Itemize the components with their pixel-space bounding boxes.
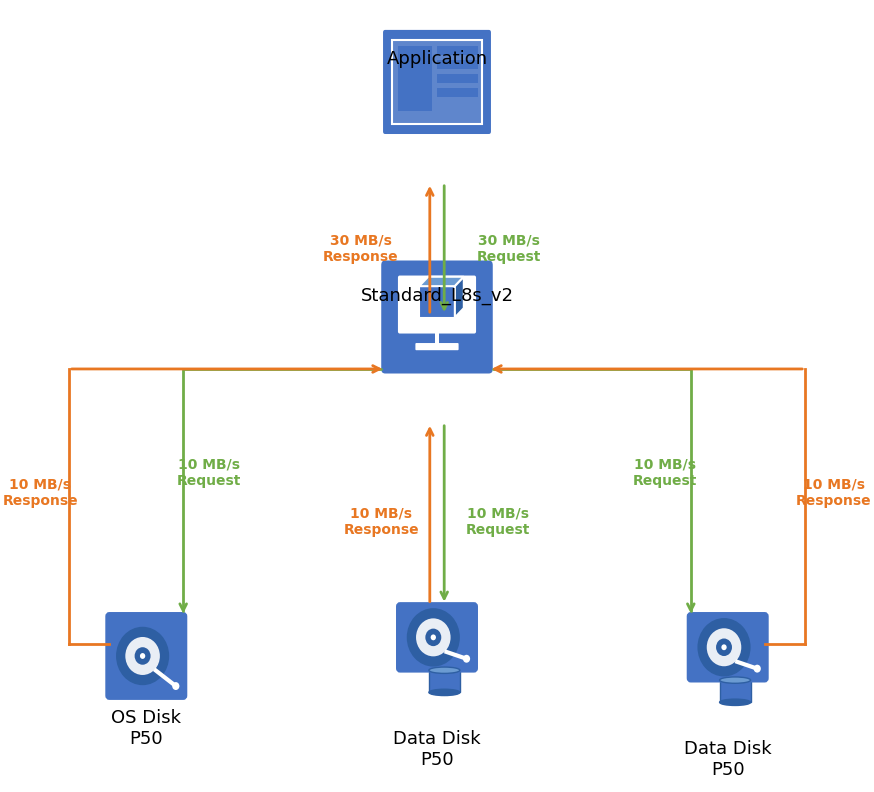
FancyBboxPatch shape xyxy=(437,46,478,55)
Text: Standard_L8s_v2: Standard_L8s_v2 xyxy=(360,287,514,305)
FancyBboxPatch shape xyxy=(380,259,494,375)
Circle shape xyxy=(125,637,160,675)
Polygon shape xyxy=(454,276,464,318)
Text: Data Disk
P50: Data Disk P50 xyxy=(683,740,772,779)
Circle shape xyxy=(463,655,470,663)
Text: Application: Application xyxy=(386,50,488,68)
Text: Data Disk
P50: Data Disk P50 xyxy=(393,730,481,769)
Circle shape xyxy=(135,647,150,664)
Text: 10 MB/s
Response: 10 MB/s Response xyxy=(796,478,871,508)
Text: 10 MB/s
Response: 10 MB/s Response xyxy=(343,507,419,537)
FancyBboxPatch shape xyxy=(398,604,476,671)
FancyBboxPatch shape xyxy=(719,680,751,703)
Circle shape xyxy=(406,608,460,667)
FancyBboxPatch shape xyxy=(382,29,492,135)
Text: OS Disk
P50: OS Disk P50 xyxy=(111,710,181,748)
FancyBboxPatch shape xyxy=(398,276,476,333)
FancyBboxPatch shape xyxy=(688,614,767,681)
Circle shape xyxy=(172,682,179,690)
FancyBboxPatch shape xyxy=(398,46,432,111)
FancyBboxPatch shape xyxy=(392,40,482,124)
FancyBboxPatch shape xyxy=(437,60,478,69)
Text: 10 MB/s
Request: 10 MB/s Request xyxy=(466,507,531,537)
Circle shape xyxy=(721,645,726,650)
FancyBboxPatch shape xyxy=(437,88,478,97)
Circle shape xyxy=(697,618,751,676)
FancyBboxPatch shape xyxy=(107,614,186,699)
Text: 30 MB/s
Response: 30 MB/s Response xyxy=(323,234,399,264)
FancyBboxPatch shape xyxy=(398,604,476,671)
Polygon shape xyxy=(420,276,464,286)
Circle shape xyxy=(431,634,436,640)
Circle shape xyxy=(416,619,451,657)
Ellipse shape xyxy=(719,699,751,706)
FancyBboxPatch shape xyxy=(437,74,478,83)
Circle shape xyxy=(140,653,145,659)
Text: 30 MB/s
Request: 30 MB/s Request xyxy=(477,234,541,264)
Ellipse shape xyxy=(429,689,460,695)
FancyBboxPatch shape xyxy=(107,614,186,699)
Circle shape xyxy=(707,628,741,666)
Ellipse shape xyxy=(719,677,751,683)
FancyBboxPatch shape xyxy=(429,670,460,692)
FancyBboxPatch shape xyxy=(435,332,439,344)
Circle shape xyxy=(116,626,170,685)
Text: 10 MB/s
Response: 10 MB/s Response xyxy=(3,478,78,508)
Text: 10 MB/s
Request: 10 MB/s Request xyxy=(633,458,697,488)
Circle shape xyxy=(426,629,441,646)
Text: 10 MB/s
Request: 10 MB/s Request xyxy=(177,458,241,488)
FancyBboxPatch shape xyxy=(420,286,454,318)
Ellipse shape xyxy=(429,667,460,673)
Text: VM: VM xyxy=(422,389,452,407)
FancyBboxPatch shape xyxy=(688,614,767,681)
FancyBboxPatch shape xyxy=(415,343,459,350)
Circle shape xyxy=(716,638,732,656)
Circle shape xyxy=(753,664,761,672)
